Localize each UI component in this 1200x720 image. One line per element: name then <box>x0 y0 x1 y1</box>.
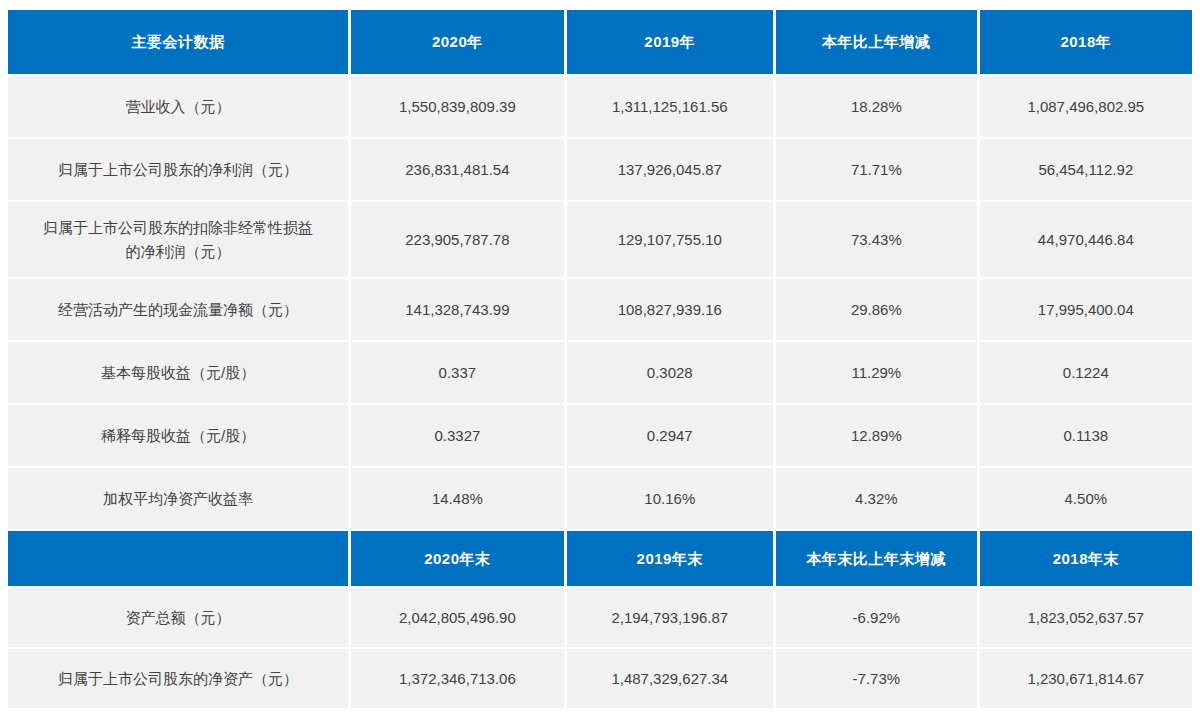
cell-value: 1,823,052,637.57 <box>980 588 1192 647</box>
table-row-total-assets: 资产总额（元） 2,042,805,496.90 2,194,793,196.8… <box>8 588 1192 647</box>
column-header-yearend-change: 本年末比上年末增减 <box>776 531 977 586</box>
cell-value: 71.71% <box>776 139 977 200</box>
table-row-operating-cash-flow: 经营活动产生的现金流量净额（元） 141,328,743.99 108,827,… <box>8 279 1192 340</box>
table-row-revenue: 营业收入（元） 1,550,839,809.39 1,311,125,161.5… <box>8 76 1192 137</box>
annual-header-row: 主要会计数据 2020年 2019年 本年比上年增减 2018年 <box>8 10 1192 74</box>
column-header-2019: 2019年 <box>567 10 773 74</box>
column-header-2019-end: 2019年末 <box>567 531 773 586</box>
cell-value: 56,454,112.92 <box>980 139 1192 200</box>
cell-value: 44,970,446.84 <box>980 202 1192 277</box>
cell-value: 4.50% <box>980 468 1192 529</box>
table-row-diluted-eps: 稀释每股收益（元/股） 0.3327 0.2947 12.89% 0.1138 <box>8 405 1192 466</box>
table-row-net-profit: 归属于上市公司股东的净利润（元） 236,831,481.54 137,926,… <box>8 139 1192 200</box>
row-label: 归属于上市公司股东的净资产（元） <box>8 649 348 708</box>
column-header-main: 主要会计数据 <box>8 10 348 74</box>
cell-value: 29.86% <box>776 279 977 340</box>
column-header-2020-end: 2020年末 <box>351 531 563 586</box>
financial-report-page: 主要会计数据 2020年 2019年 本年比上年增减 2018年 营业收入（元）… <box>0 0 1200 720</box>
cell-value: 0.3327 <box>351 405 563 466</box>
cell-value: 10.16% <box>567 468 773 529</box>
cell-value: 12.89% <box>776 405 977 466</box>
cell-value: 1,487,329,627.34 <box>567 649 773 708</box>
cell-value: 2,042,805,496.90 <box>351 588 563 647</box>
cell-value: 129,107,755.10 <box>567 202 773 277</box>
cell-value: 73.43% <box>776 202 977 277</box>
row-label: 资产总额（元） <box>8 588 348 647</box>
cell-value: 0.1224 <box>980 342 1192 403</box>
column-header-2020: 2020年 <box>351 10 563 74</box>
cell-value: 1,311,125,161.56 <box>567 76 773 137</box>
row-label: 营业收入（元） <box>8 76 348 137</box>
column-header-blank <box>8 531 348 586</box>
row-label: 归属于上市公司股东的扣除非经常性损益的净利润（元） <box>8 202 348 277</box>
column-header-yoy-change: 本年比上年增减 <box>776 10 977 74</box>
row-label: 基本每股收益（元/股） <box>8 342 348 403</box>
row-label: 稀释每股收益（元/股） <box>8 405 348 466</box>
cell-value: 1,087,496,802.95 <box>980 76 1192 137</box>
cell-value: -6.92% <box>776 588 977 647</box>
cell-value: 141,328,743.99 <box>351 279 563 340</box>
cell-value: 4.32% <box>776 468 977 529</box>
column-header-2018: 2018年 <box>980 10 1192 74</box>
cell-value: 18.28% <box>776 76 977 137</box>
cell-value: 0.337 <box>351 342 563 403</box>
row-label: 归属于上市公司股东的净利润（元） <box>8 139 348 200</box>
cell-value: 1,550,839,809.39 <box>351 76 563 137</box>
cell-value: -7.73% <box>776 649 977 708</box>
cell-value: 0.2947 <box>567 405 773 466</box>
cell-value: 137,926,045.87 <box>567 139 773 200</box>
table-row-basic-eps: 基本每股收益（元/股） 0.337 0.3028 11.29% 0.1224 <box>8 342 1192 403</box>
row-label: 经营活动产生的现金流量净额（元） <box>8 279 348 340</box>
cell-value: 2,194,793,196.87 <box>567 588 773 647</box>
cell-value: 1,230,671,814.67 <box>980 649 1192 708</box>
cell-value: 0.3028 <box>567 342 773 403</box>
cell-value: 236,831,481.54 <box>351 139 563 200</box>
cell-value: 14.48% <box>351 468 563 529</box>
cell-value: 11.29% <box>776 342 977 403</box>
cell-value: 223,905,787.78 <box>351 202 563 277</box>
table-row-weighted-avg-roe: 加权平均净资产收益率 14.48% 10.16% 4.32% 4.50% <box>8 468 1192 529</box>
table-row-net-profit-excl-nonrecurring: 归属于上市公司股东的扣除非经常性损益的净利润（元） 223,905,787.78… <box>8 202 1192 277</box>
cell-value: 17,995,400.04 <box>980 279 1192 340</box>
table-row-net-assets: 归属于上市公司股东的净资产（元） 1,372,346,713.06 1,487,… <box>8 649 1192 708</box>
cell-value: 1,372,346,713.06 <box>351 649 563 708</box>
cell-value: 108,827,939.16 <box>567 279 773 340</box>
row-label: 加权平均净资产收益率 <box>8 468 348 529</box>
cell-value: 0.1138 <box>980 405 1192 466</box>
column-header-2018-end: 2018年末 <box>980 531 1192 586</box>
yearend-header-row: 2020年末 2019年末 本年末比上年末增减 2018年末 <box>8 531 1192 586</box>
financial-summary-table: 主要会计数据 2020年 2019年 本年比上年增减 2018年 营业收入（元）… <box>5 8 1195 710</box>
